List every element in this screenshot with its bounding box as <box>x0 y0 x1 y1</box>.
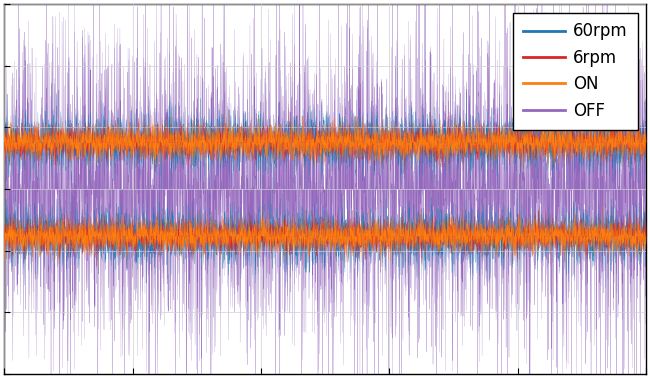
Legend: 60rpm, 6rpm, ON, OFF: 60rpm, 6rpm, ON, OFF <box>513 12 638 130</box>
